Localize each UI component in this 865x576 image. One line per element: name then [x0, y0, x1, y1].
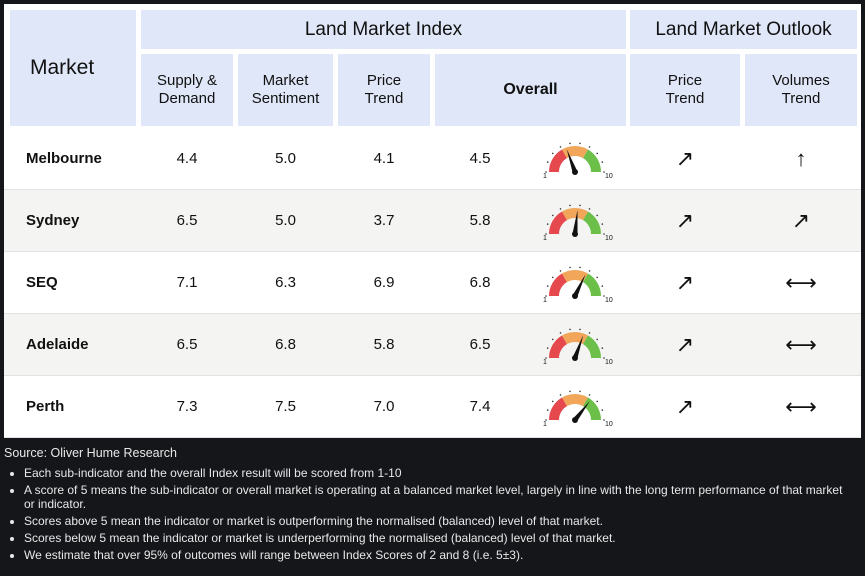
market-sentiment-value: 6.8 [275, 336, 296, 353]
header-outlook-price-trend: Price Trend [630, 54, 740, 126]
note-item: We estimate that over 95% of outcomes wi… [24, 548, 854, 562]
supply-demand-value: 4.4 [176, 150, 198, 167]
header-outlook-volumes-trend: Volumes Trend [745, 54, 857, 126]
overall-gauge-icon: 1 10 [543, 326, 617, 371]
table-row: Adelaide 6.5 6.8 5.8 6.5 1 10 ↗ ⟷ [4, 314, 861, 376]
market-name: Sydney [26, 212, 80, 229]
header-land-market-index: Land Market Index [141, 10, 626, 49]
header-market: Market [10, 10, 136, 126]
gauge-min-label: 1 [543, 359, 547, 366]
arrow-left-right-icon: ⟷ [785, 393, 817, 419]
price-trend-value: 7.0 [373, 398, 395, 415]
market-sentiment-value: 5.0 [275, 212, 296, 229]
note-item: A score of 5 means the sub-indicator or … [24, 483, 854, 511]
overall-value: 5.8 [469, 212, 491, 229]
notes-list: Each sub-indicator and the overall Index… [4, 466, 854, 562]
market-name: SEQ [26, 274, 58, 291]
gauge-min-label: 1 [543, 235, 547, 242]
market-name: Perth [26, 398, 65, 415]
gauge-max-label: 10 [605, 421, 613, 428]
arrow-up-right-icon: ↗ [675, 207, 695, 233]
price-trend-value: 5.8 [373, 336, 395, 353]
overall-value: 4.5 [469, 150, 491, 167]
supply-demand-value: 7.3 [176, 398, 198, 415]
arrow-up-right-icon: ↗ [675, 269, 695, 295]
gauge-max-label: 10 [605, 297, 613, 304]
note-item: Scores below 5 mean the indicator or mar… [24, 531, 854, 545]
header-market-label: Market [30, 56, 95, 79]
overall-gauge-icon: 1 10 [543, 388, 617, 433]
header-land-market-outlook: Land Market Outlook [630, 10, 857, 49]
note-item: Each sub-indicator and the overall Index… [24, 466, 854, 480]
header-supply-demand: Supply & Demand [141, 54, 233, 126]
market-sentiment-value: 7.5 [275, 398, 296, 415]
arrow-up-right-icon: ↗ [675, 331, 695, 357]
footnotes: Source: Oliver Hume Research Each sub-in… [4, 446, 854, 565]
price-trend-value: 6.9 [373, 274, 395, 291]
table-row: Perth 7.3 7.5 7.0 7.4 1 10 ↗ ⟷ [4, 376, 861, 438]
arrow-up-right-icon: ↗ [675, 145, 695, 171]
gauge-max-label: 10 [605, 235, 613, 242]
header-market-sentiment: Market Sentiment [238, 54, 333, 126]
overall-gauge-icon: 1 10 [543, 140, 617, 185]
overall-gauge-icon: 1 10 [543, 264, 617, 309]
market-name: Melbourne [26, 150, 102, 167]
supply-demand-value: 7.1 [176, 274, 198, 291]
overall-value: 6.5 [469, 336, 491, 353]
market-sentiment-value: 6.3 [275, 274, 296, 291]
overall-value: 6.8 [469, 274, 491, 291]
arrow-up-right-icon: ↗ [791, 207, 811, 233]
supply-demand-value: 6.5 [176, 336, 198, 353]
table-row: Melbourne 4.4 5.0 4.1 4.5 1 10 ↗ ↑ [4, 128, 861, 190]
arrow-up-right-icon: ↗ [675, 393, 695, 419]
overall-value: 7.4 [469, 398, 491, 415]
arrow-up-icon: ↑ [795, 145, 807, 171]
arrow-left-right-icon: ⟷ [785, 269, 817, 295]
gauge-max-label: 10 [605, 173, 613, 180]
arrow-left-right-icon: ⟷ [785, 331, 817, 357]
price-trend-value: 3.7 [373, 212, 395, 229]
table-row: SEQ 7.1 6.3 6.9 6.8 1 10 ↗ ⟷ [4, 252, 861, 314]
header-outlook-title: Land Market Outlook [655, 18, 832, 40]
header-price-trend: Price Trend [338, 54, 430, 126]
header-index-title: Land Market Index [304, 18, 463, 40]
overall-gauge-icon: 1 10 [543, 202, 617, 247]
market-sentiment-value: 5.0 [275, 150, 296, 167]
gauge-min-label: 1 [543, 173, 547, 180]
gauge-max-label: 10 [605, 359, 613, 366]
source-line: Source: Oliver Hume Research [4, 446, 177, 460]
market-name: Adelaide [26, 336, 89, 353]
gauge-min-label: 1 [543, 421, 547, 428]
table-row: Sydney 6.5 5.0 3.7 5.8 1 10 ↗ ↗ [4, 190, 861, 252]
price-trend-value: 4.1 [373, 150, 395, 167]
note-item: Scores above 5 mean the indicator or mar… [24, 514, 854, 528]
gauge-min-label: 1 [543, 297, 547, 304]
header-overall: Overall [435, 54, 626, 126]
supply-demand-value: 6.5 [176, 212, 198, 229]
